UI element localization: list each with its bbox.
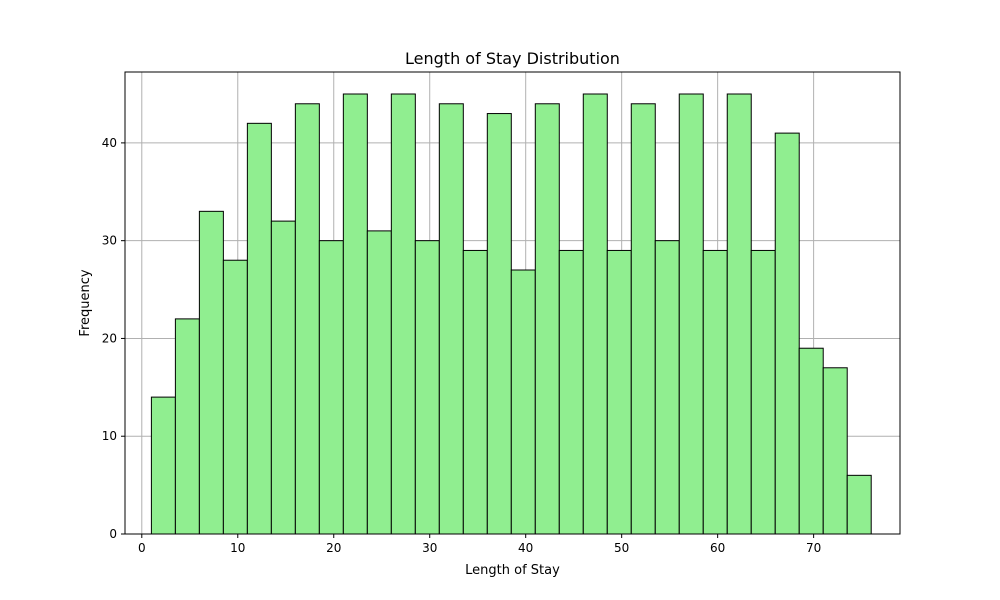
x-tick-label: 30 xyxy=(422,541,437,555)
histogram-bar xyxy=(654,240,680,535)
histogram-bar xyxy=(774,132,800,535)
histogram-bar xyxy=(198,210,224,535)
chart-title: Length of Stay Distribution xyxy=(405,49,620,68)
histogram-bar xyxy=(246,122,272,535)
histogram-bar xyxy=(414,240,440,535)
histogram-bar xyxy=(534,103,560,535)
histogram-bar xyxy=(630,103,656,535)
histogram-bar xyxy=(486,113,512,535)
x-axis-label: Length of Stay xyxy=(465,563,560,578)
x-tick-label: 70 xyxy=(806,541,821,555)
histogram-bar xyxy=(798,347,824,535)
histogram-bar xyxy=(390,93,416,535)
histogram-bar xyxy=(222,259,248,535)
y-tick-label: 30 xyxy=(102,234,117,248)
x-tick-label: 0 xyxy=(138,541,146,555)
x-tick-label: 10 xyxy=(230,541,245,555)
histogram-bar xyxy=(462,249,488,535)
histogram-bar xyxy=(702,249,728,535)
histogram-bar xyxy=(606,249,632,535)
histogram-bar xyxy=(174,318,200,535)
histogram-bar xyxy=(582,93,608,535)
x-tick-label: 50 xyxy=(614,541,629,555)
histogram-bar xyxy=(846,474,872,535)
y-tick-label: 20 xyxy=(102,331,117,345)
histogram-bar xyxy=(678,93,704,535)
histogram-bar xyxy=(510,269,536,535)
histogram-bar xyxy=(438,103,464,535)
x-tick-label: 60 xyxy=(710,541,725,555)
y-tick-label: 0 xyxy=(109,527,117,541)
histogram-bar xyxy=(150,396,176,535)
histogram-bar xyxy=(822,367,848,535)
histogram-bar xyxy=(726,93,752,535)
x-axis-ticks: 0 10 20 30 40 50 60 70 xyxy=(138,534,821,555)
x-tick-label: 40 xyxy=(518,541,533,555)
histogram-bar xyxy=(342,93,368,535)
histogram-bar xyxy=(750,249,776,535)
y-tick-label: 10 xyxy=(102,429,117,443)
histogram-bar xyxy=(366,230,392,535)
histogram-bar xyxy=(270,220,296,535)
histogram-bar xyxy=(294,103,320,535)
histogram-bar xyxy=(558,249,584,535)
y-tick-label: 40 xyxy=(102,136,117,150)
histogram-bars xyxy=(150,93,872,535)
histogram-bar xyxy=(318,240,344,535)
y-axis-label: Frequency xyxy=(78,269,93,336)
plot-area-frame xyxy=(124,71,901,535)
x-tick-label: 20 xyxy=(326,541,341,555)
y-axis-ticks: 0 10 20 30 40 xyxy=(102,136,125,541)
